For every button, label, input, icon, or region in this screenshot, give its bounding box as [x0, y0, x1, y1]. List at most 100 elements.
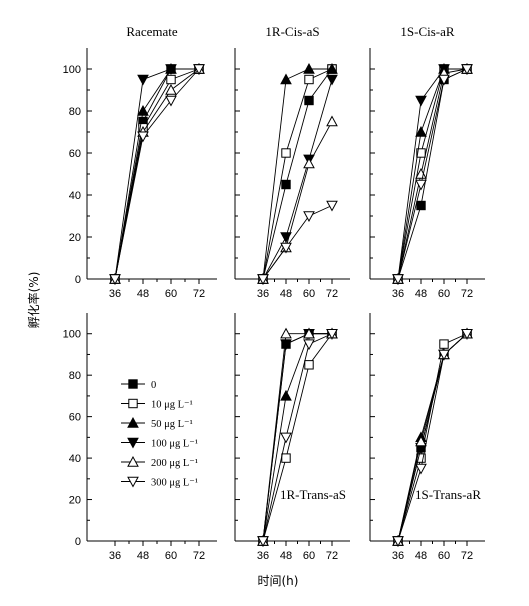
x-tick-label: 60 — [438, 550, 450, 562]
data-point — [392, 274, 404, 286]
x-tick-label: 36 — [109, 288, 121, 300]
x-tick-label: 48 — [415, 550, 427, 562]
x-tick-label: 60 — [438, 288, 450, 300]
series-6 — [257, 200, 338, 286]
series-line — [397, 333, 468, 542]
legend-item: 0 — [121, 379, 156, 391]
x-tick-label: 48 — [137, 288, 149, 300]
series-line — [262, 333, 332, 542]
y-tick-label: 80 — [69, 370, 81, 382]
panel-3: 36 48 60 72 1S-Cis-aR — [369, 24, 485, 300]
x-tick-label: 48 — [137, 550, 149, 562]
series-line — [114, 68, 200, 280]
data-point — [280, 389, 292, 401]
legend-marker — [128, 398, 138, 409]
legend-label: 10 μg L⁻¹ — [151, 400, 193, 411]
series-1 — [258, 64, 337, 284]
legend-marker — [127, 437, 139, 449]
data-point — [304, 95, 314, 106]
data-point — [326, 200, 338, 212]
series-line — [262, 68, 333, 280]
legend-item: 50 μg L⁻¹ — [121, 416, 193, 430]
series-3 — [109, 62, 205, 284]
series-line — [397, 68, 467, 280]
panel-title: Racemate — [126, 24, 177, 39]
series-4 — [392, 329, 473, 548]
data-point — [304, 360, 314, 370]
y-tick-label: 0 — [75, 536, 81, 548]
data-point — [257, 536, 269, 548]
data-point — [193, 64, 205, 76]
series-line — [262, 121, 333, 280]
legend-label: 300 μg L⁻¹ — [151, 478, 198, 489]
series-line — [397, 333, 468, 542]
data-point — [303, 327, 315, 339]
x-tick-label: 36 — [392, 550, 404, 562]
series-line — [397, 333, 468, 542]
legend-label: 0 — [151, 380, 156, 391]
data-point — [280, 73, 292, 85]
series-line — [262, 333, 332, 542]
data-point — [165, 95, 177, 107]
legend-item: 200 μg L⁻¹ — [121, 455, 198, 469]
series-line — [397, 68, 468, 280]
series-line — [262, 68, 332, 280]
data-point — [326, 115, 338, 127]
data-point — [257, 274, 269, 286]
series-5 — [109, 62, 205, 284]
x-tick-label: 60 — [165, 550, 177, 562]
panel-4: 0 20 40 60 80 100 36 48 60 72 — [63, 313, 217, 562]
data-point — [280, 242, 292, 254]
x-tick-label: 36 — [109, 550, 121, 562]
series-line — [397, 68, 467, 280]
legend-label: 200 μg L⁻¹ — [151, 458, 198, 469]
data-point — [303, 62, 315, 74]
data-point — [461, 329, 473, 340]
y-tick-label: 0 — [75, 274, 81, 286]
data-point — [326, 62, 338, 74]
data-point — [109, 274, 121, 286]
y-tick-label: 20 — [69, 495, 81, 507]
x-tick-label: 60 — [165, 288, 177, 300]
x-tick-label: 36 — [392, 288, 404, 300]
panels: 0 20 40 60 80 100 36 48 60 72 Racemate 36 48 60 72 1R-C… — [63, 24, 485, 562]
series-line — [114, 68, 199, 280]
panel-title: 1R-Cis-aS — [265, 24, 319, 39]
legend-marker — [127, 416, 139, 428]
panel-6: 36 48 60 72 1S-Trans-aR — [369, 313, 485, 562]
x-tick-label: 60 — [303, 550, 315, 562]
x-tick-label: 72 — [461, 288, 473, 300]
data-point — [303, 211, 315, 223]
data-point — [416, 148, 426, 158]
series-3 — [257, 327, 338, 546]
x-tick-label: 72 — [193, 288, 205, 300]
y-tick-label: 80 — [69, 106, 81, 118]
series-line — [397, 333, 468, 542]
data-point — [166, 74, 176, 85]
legend: 0 10 μg L⁻¹ 50 μg L⁻¹ 100 μg L⁻¹ 200 μg L⁻¹ 3… — [121, 379, 198, 489]
data-point — [415, 125, 427, 137]
x-tick-label: 48 — [280, 288, 292, 300]
data-point — [303, 157, 315, 169]
legend-label: 50 μg L⁻¹ — [151, 419, 193, 430]
data-point — [281, 179, 291, 190]
x-tick-label: 36 — [257, 288, 269, 300]
data-point — [137, 74, 149, 86]
x-tick-label: 48 — [280, 550, 292, 562]
series-6 — [257, 329, 338, 548]
legend-marker — [127, 476, 139, 488]
series-6 — [109, 64, 205, 286]
data-point — [165, 83, 177, 95]
data-point — [461, 64, 473, 76]
y-tick-label: 40 — [69, 190, 81, 202]
data-point — [326, 74, 338, 86]
x-tick-label: 60 — [303, 288, 315, 300]
x-tick-label: 72 — [461, 550, 473, 562]
data-point — [280, 432, 292, 444]
data-point — [415, 179, 427, 191]
series-line — [262, 333, 333, 542]
y-tick-label: 100 — [63, 329, 81, 341]
series-line — [397, 333, 468, 542]
data-point — [280, 339, 292, 351]
